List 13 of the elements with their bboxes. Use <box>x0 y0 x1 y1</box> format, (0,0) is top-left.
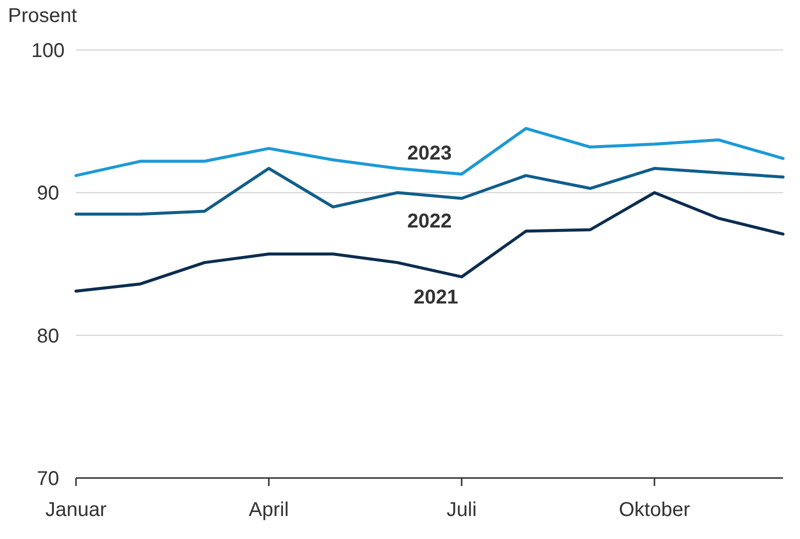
line-series <box>74 126 784 178</box>
series-label: 2023 <box>407 142 452 164</box>
y-tick-label: 70 <box>36 468 60 490</box>
series-label: 2022 <box>407 210 452 233</box>
series-label: 2021 <box>414 286 458 309</box>
x-tick-label: Oktober <box>618 499 690 521</box>
y-tick-label: 80 <box>36 325 60 348</box>
x-tick-label: Januar <box>45 499 107 521</box>
y-axis-title: Prosent <box>8 5 78 27</box>
x-tick-label: Juli <box>446 499 477 521</box>
y-tick-label: 100 <box>31 40 65 62</box>
y-tick-label: 90 <box>36 182 60 205</box>
x-tick-label: April <box>248 499 289 521</box>
